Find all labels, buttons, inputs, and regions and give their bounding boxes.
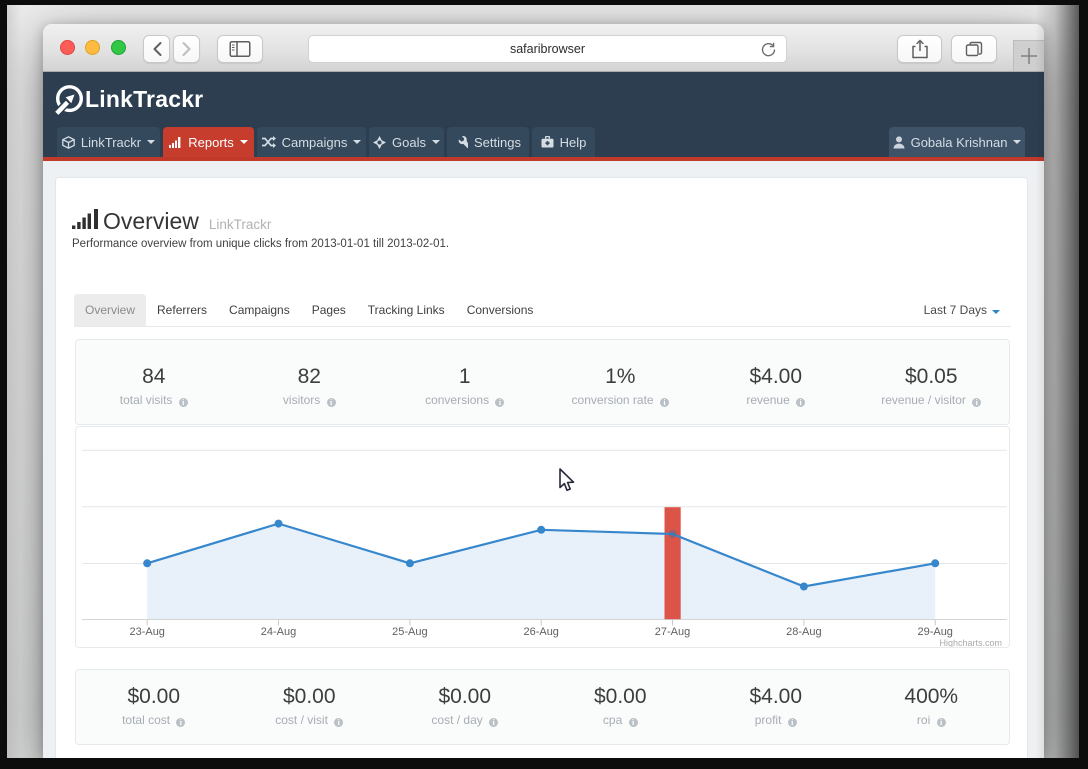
svg-text:28-Aug: 28-Aug xyxy=(786,626,821,638)
svg-text:24-Aug: 24-Aug xyxy=(261,626,296,638)
svg-text:27-Aug: 27-Aug xyxy=(655,626,690,638)
svg-text:23-Aug: 23-Aug xyxy=(129,626,164,638)
svg-text:25-Aug: 25-Aug xyxy=(392,626,427,638)
svg-text:29-Aug: 29-Aug xyxy=(917,626,952,638)
svg-text:26-Aug: 26-Aug xyxy=(523,626,558,638)
svg-text:Highcharts.com: Highcharts.com xyxy=(939,638,1002,647)
